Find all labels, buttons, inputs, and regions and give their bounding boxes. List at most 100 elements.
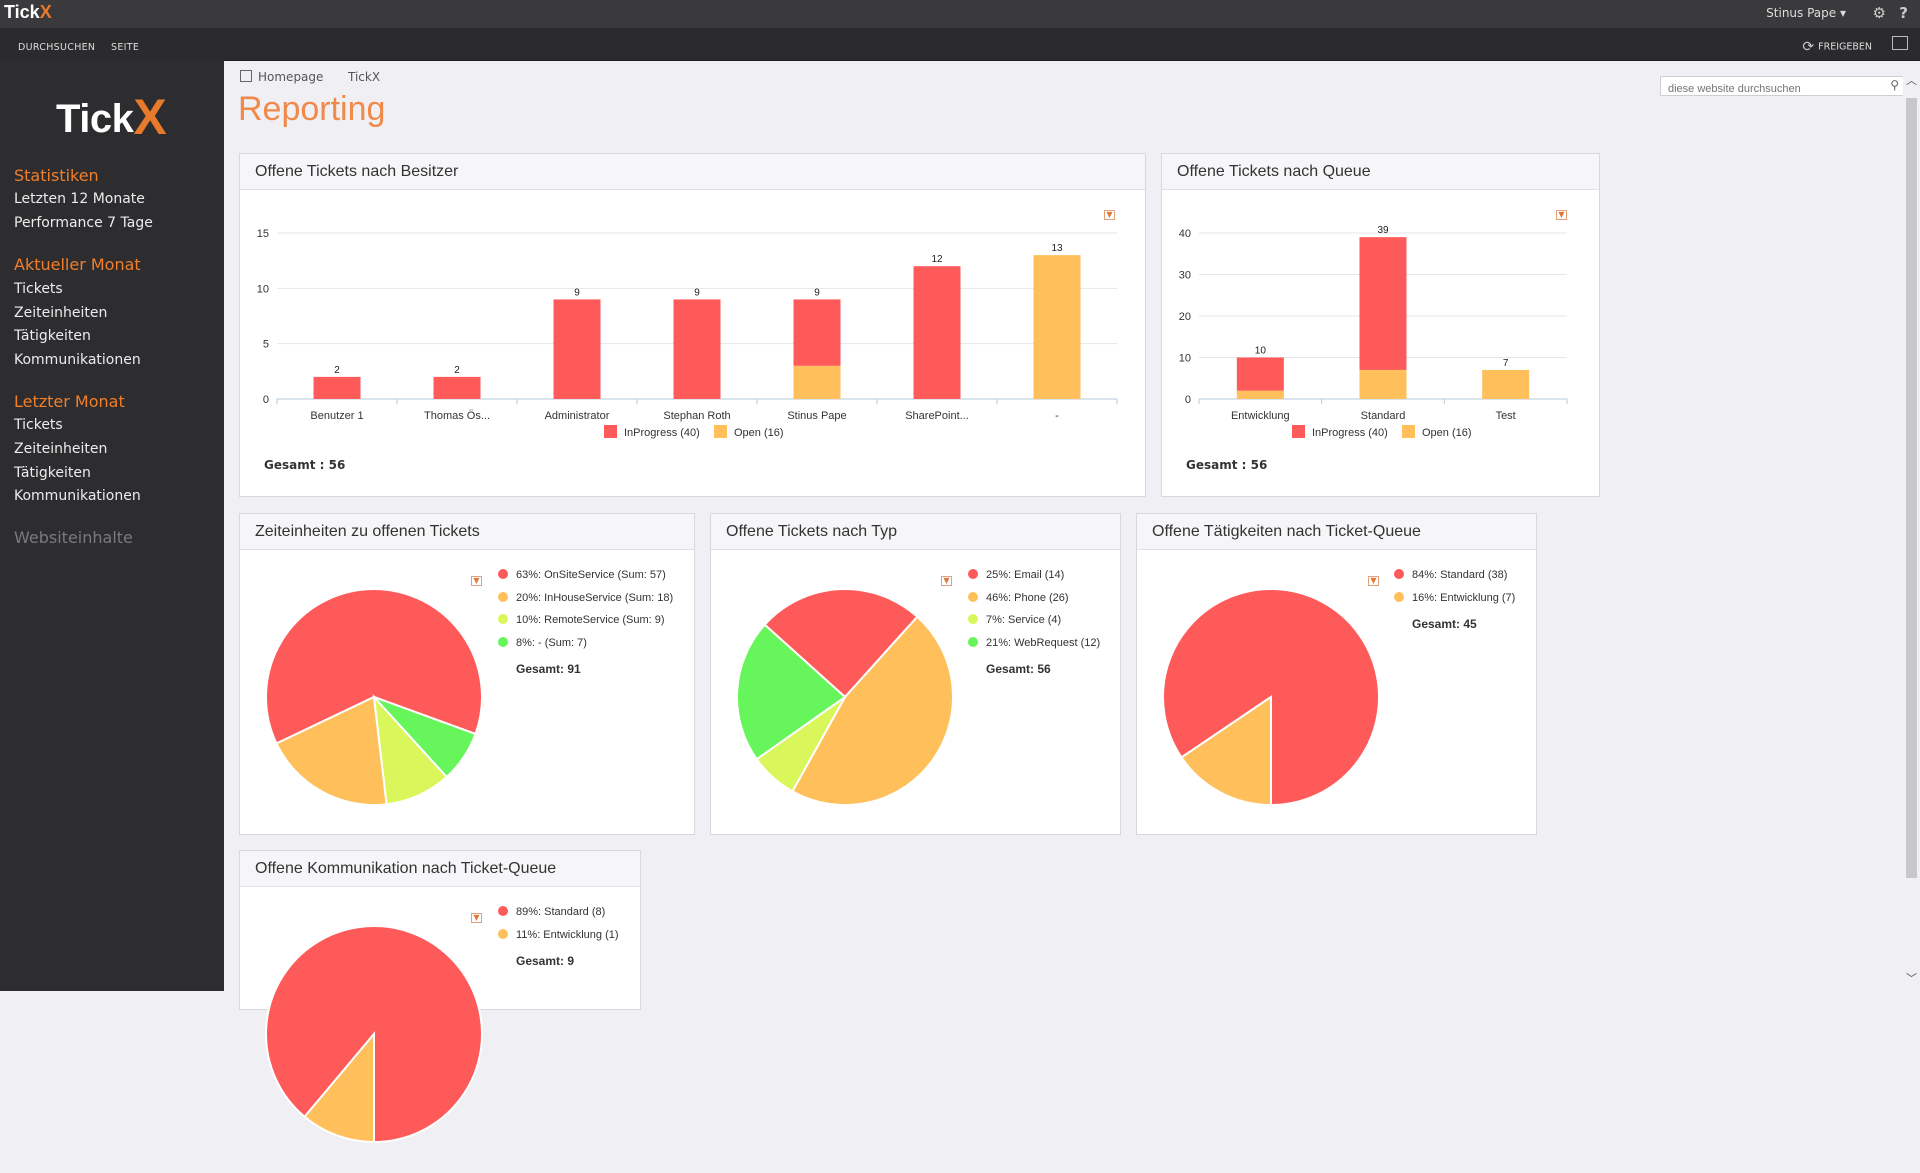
legend-label: 46%: Phone (26) xyxy=(986,591,1069,604)
nav-item-kommunikationen-last[interactable]: Kommunikationen xyxy=(14,488,141,504)
logo-x: X xyxy=(39,2,52,22)
nav-item-performance-7-tage[interactable]: Performance 7 Tage xyxy=(14,215,153,231)
scroll-down-arrow-icon[interactable]: ﹀ xyxy=(1906,972,1917,985)
bar-data-label: 10 xyxy=(1255,346,1267,357)
legend-label: 63%: OnSiteService (Sum: 57) xyxy=(516,569,666,581)
legend-dot xyxy=(968,614,978,624)
legend-item[interactable]: 21%: WebRequest (12) xyxy=(968,636,1100,660)
bar-data-label: 7 xyxy=(1503,358,1509,369)
user-menu[interactable]: Stinus Pape ▾ xyxy=(1766,6,1846,20)
logo-text: Tick xyxy=(56,97,134,141)
settings-gear-icon[interactable]: ⚙ xyxy=(1872,4,1886,22)
nav-item-kommunikationen[interactable]: Kommunikationen xyxy=(14,352,141,368)
panel-tickets-nach-queue: Offene Tickets nach Queue ▼ 0 10 20 30 40 10 E… xyxy=(1161,153,1600,497)
chart-menu-icon[interactable]: ▼ xyxy=(471,913,482,923)
legend-item[interactable]: 16%: Entwicklung (7) xyxy=(1394,591,1515,615)
nav-item-taetigkeiten[interactable]: Tätigkeiten xyxy=(14,328,91,344)
legend-item[interactable]: 25%: Email (14) xyxy=(968,569,1100,592)
nav-item-tickets[interactable]: Tickets xyxy=(14,281,63,297)
nav-item-letzten-12-monate[interactable]: Letzten 12 Monate xyxy=(14,191,145,207)
help-icon[interactable]: ? xyxy=(1899,4,1908,22)
y-tick-label: 0 xyxy=(1185,394,1191,406)
legend-label: InProgress (40) xyxy=(624,427,700,439)
pie-slice xyxy=(791,615,954,806)
legend-item[interactable]: 7%: Service (4) xyxy=(968,614,1100,637)
legend-item[interactable]: 89%: Standard (8) xyxy=(498,906,619,929)
bar-chart-queue: 0 10 20 30 40 10 Entwicklung 39 Standard 7 Test InP… xyxy=(1179,225,1568,439)
chart-menu-icon[interactable]: ▼ xyxy=(1556,210,1567,220)
chart-menu-icon[interactable]: ▼ xyxy=(941,576,952,586)
legend-item[interactable]: 11%: Entwicklung (1) xyxy=(498,928,619,952)
x-category-label: Administrator xyxy=(545,410,610,422)
share-icon: ⟳ xyxy=(1802,39,1815,55)
logo-text: Tick xyxy=(4,2,40,22)
y-tick-label: 0 xyxy=(263,394,269,406)
scroll-up-arrow-icon[interactable]: ︿ xyxy=(1906,74,1917,87)
legend-label: 7%: Service (4) xyxy=(986,614,1062,626)
breadcrumb-current[interactable]: TickX xyxy=(348,70,381,84)
legend-item[interactable]: 10%: RemoteService (Sum: 9) xyxy=(498,614,673,637)
chart-total: Gesamt : 56 xyxy=(264,458,346,472)
legend-item[interactable]: 63%: OnSiteService (Sum: 57) xyxy=(498,569,673,592)
edit-link-icon xyxy=(240,70,252,82)
tickx-logo[interactable]: TickX xyxy=(56,86,167,145)
bar-data-label: 13 xyxy=(1051,243,1063,254)
legend-swatch xyxy=(604,425,617,438)
legend-dot xyxy=(1394,569,1404,579)
legend-label: 11%: Entwicklung (1) xyxy=(516,928,619,941)
nav-websiteinhalte[interactable]: Websiteinhalte xyxy=(14,528,133,547)
bar-data-label: 39 xyxy=(1377,225,1389,236)
legend-item[interactable]: 84%: Standard (38) xyxy=(1394,569,1515,592)
chart-total: Gesamt : 56 xyxy=(1186,458,1268,472)
tab-durchsuchen[interactable]: DURCHSUCHEN xyxy=(18,42,96,53)
page-title: Reporting xyxy=(238,90,386,128)
x-category-label: SharePoint... xyxy=(905,410,969,422)
legend-item[interactable]: 46%: Phone (26) xyxy=(968,591,1100,615)
y-tick-label: 10 xyxy=(1179,353,1191,365)
share-button[interactable]: ⟳ FREIGEBEN xyxy=(1802,39,1872,55)
panel-title: Offene Kommunikation nach Ticket-Queue xyxy=(240,851,640,887)
nav-heading-statistiken[interactable]: Statistiken xyxy=(14,166,99,185)
chart-menu-icon[interactable]: ▼ xyxy=(1104,210,1115,220)
bar-segment xyxy=(553,299,601,399)
legend-swatch xyxy=(1292,425,1305,438)
nav-heading-aktueller-monat[interactable]: Aktueller Monat xyxy=(14,255,141,274)
legend-dot xyxy=(498,906,508,916)
bar-segment xyxy=(1236,390,1284,399)
legend-label: Open (16) xyxy=(1422,427,1472,439)
tickx-logo-small[interactable]: TickX xyxy=(4,2,52,23)
legend-item[interactable]: 8%: - (Sum: 7) xyxy=(498,636,673,660)
legend-label: 8%: - (Sum: 7) xyxy=(516,636,587,649)
pie-slice xyxy=(736,623,847,761)
pie-total: Gesamt: 56 xyxy=(986,662,1051,676)
pie-slice xyxy=(265,588,483,745)
nav-item-zeiteinheiten-last[interactable]: Zeiteinheiten xyxy=(14,441,108,457)
x-category-label: Stephan Roth xyxy=(663,410,730,422)
x-category-label: Benutzer 1 xyxy=(310,410,363,422)
legend-item[interactable]: 20%: InHouseService (Sum: 18) xyxy=(498,591,673,615)
legend-label: 84%: Standard (38) xyxy=(1412,569,1508,581)
pie-chart-typ xyxy=(736,588,954,806)
x-category-label: - xyxy=(1055,410,1059,422)
chart-menu-icon[interactable]: ▼ xyxy=(1368,576,1379,586)
bar-segment xyxy=(1359,369,1407,399)
focus-on-content-icon[interactable] xyxy=(1892,36,1908,50)
nav-item-tickets-last[interactable]: Tickets xyxy=(14,417,63,433)
nav-item-taetigkeiten-last[interactable]: Tätigkeiten xyxy=(14,465,91,481)
pie-legend: 25%: Email (14) 46%: Phone (26) 7%: Servic… xyxy=(968,569,1100,676)
breadcrumb-homepage[interactable]: Homepage xyxy=(240,70,323,84)
nav-heading-letzter-monat[interactable]: Letzter Monat xyxy=(14,392,125,411)
bar-segment xyxy=(1359,237,1407,370)
x-category-label: Test xyxy=(1496,410,1516,422)
chart-menu-icon[interactable]: ▼ xyxy=(471,576,482,586)
share-label: FREIGEBEN xyxy=(1818,41,1872,53)
scroll-thumb[interactable] xyxy=(1906,98,1917,878)
legend-dot xyxy=(498,569,508,579)
nav-item-zeiteinheiten[interactable]: Zeiteinheiten xyxy=(14,305,108,321)
vertical-scrollbar[interactable]: ︿ ﹀ xyxy=(1903,70,1919,991)
bar-segment xyxy=(793,299,841,366)
search-icon[interactable]: ⚲ xyxy=(1890,78,1899,92)
pie-slice xyxy=(373,696,477,779)
search-input[interactable] xyxy=(1666,80,1880,98)
tab-seite[interactable]: SEITE xyxy=(111,42,140,53)
